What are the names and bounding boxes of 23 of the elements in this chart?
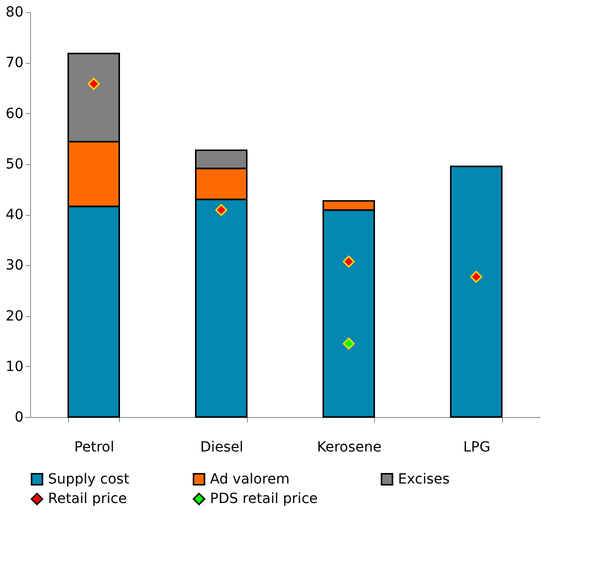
point <box>470 270 482 283</box>
x-tick-label: Petrol <box>74 440 114 456</box>
legend-label: PDS retail price <box>210 491 318 507</box>
x-tick-label: Diesel <box>200 440 244 456</box>
y-tick-label: 30 <box>6 258 24 274</box>
bar <box>450 166 502 418</box>
y-tick-label: 70 <box>6 55 24 72</box>
y-tick-label: 80 <box>6 4 24 20</box>
legend-label: Excises <box>398 471 450 488</box>
y-tick-label: 60 <box>6 106 24 122</box>
point <box>215 204 228 216</box>
y-tick-label: 50 <box>6 156 24 172</box>
y-tick-label: 40 <box>6 207 24 223</box>
legend-label: Supply cost <box>48 471 130 488</box>
legend-label: Ad valorem <box>210 471 290 488</box>
x-tick-label: Kerosene <box>316 440 382 456</box>
point <box>88 78 100 90</box>
x-tick-label: LPG <box>463 440 490 456</box>
y-tick-label: 0 <box>14 410 24 426</box>
y-tick-label: 10 <box>6 358 24 375</box>
point <box>342 256 355 268</box>
legend-label: Retail price <box>48 491 127 507</box>
y-tick-label: 20 <box>6 308 24 324</box>
